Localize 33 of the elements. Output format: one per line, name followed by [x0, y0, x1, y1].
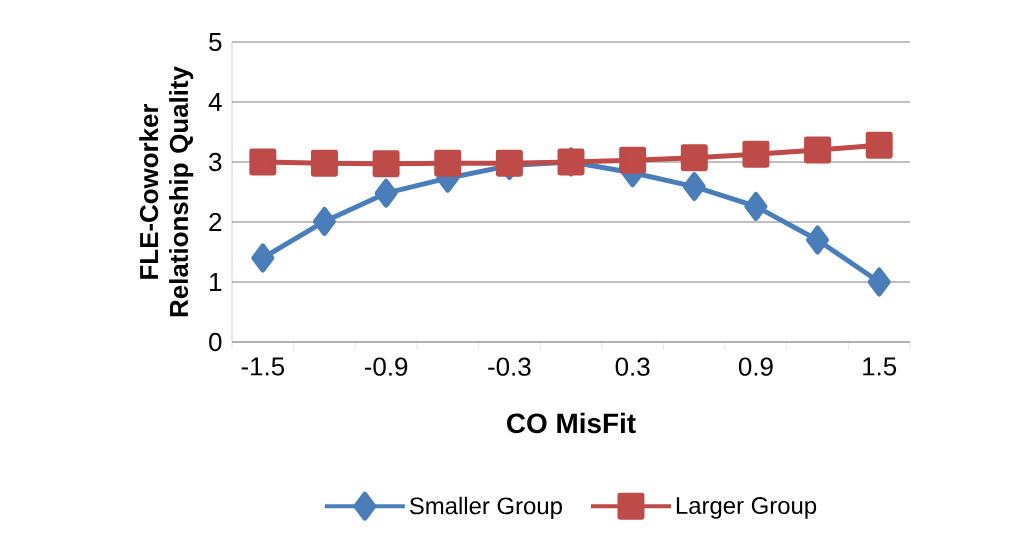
point: [310, 149, 338, 177]
x-tick-label: -0.9: [364, 357, 408, 376]
y-tick-label: 4: [208, 93, 222, 111]
point: [680, 144, 708, 172]
point: [312, 206, 336, 236]
point: [619, 146, 647, 174]
point: [434, 149, 462, 177]
y-tick-label: 2: [209, 212, 222, 232]
point: [865, 131, 893, 159]
legend-label: Smaller Group: [409, 496, 562, 520]
y-tick-label: 1: [210, 273, 222, 291]
point: [682, 172, 706, 202]
point: [495, 149, 523, 177]
point: [806, 225, 830, 255]
point: [251, 243, 275, 273]
point: [372, 150, 400, 178]
y-tick-label: 3: [209, 152, 222, 172]
point: [867, 267, 891, 297]
x-axis-title: CO MisFit: [507, 412, 636, 434]
legend-label: Larger Group: [676, 497, 817, 519]
x-tick-label: 0.3: [615, 357, 650, 376]
point: [374, 178, 398, 208]
y-tick-label: 5: [209, 32, 222, 52]
x-tick-label: 1.5: [863, 357, 897, 376]
point: [249, 148, 277, 176]
x-tick-label: -0.3: [488, 357, 531, 376]
y-tick-label: 0: [209, 332, 222, 352]
x-tick-label: 0.9: [738, 357, 773, 376]
point: [742, 140, 770, 168]
point: [804, 136, 832, 164]
point: [744, 191, 768, 221]
x-tick-label: -1.5: [241, 357, 285, 376]
y-axis-title: FLE-Coworker Relationship Quality: [139, 66, 194, 317]
